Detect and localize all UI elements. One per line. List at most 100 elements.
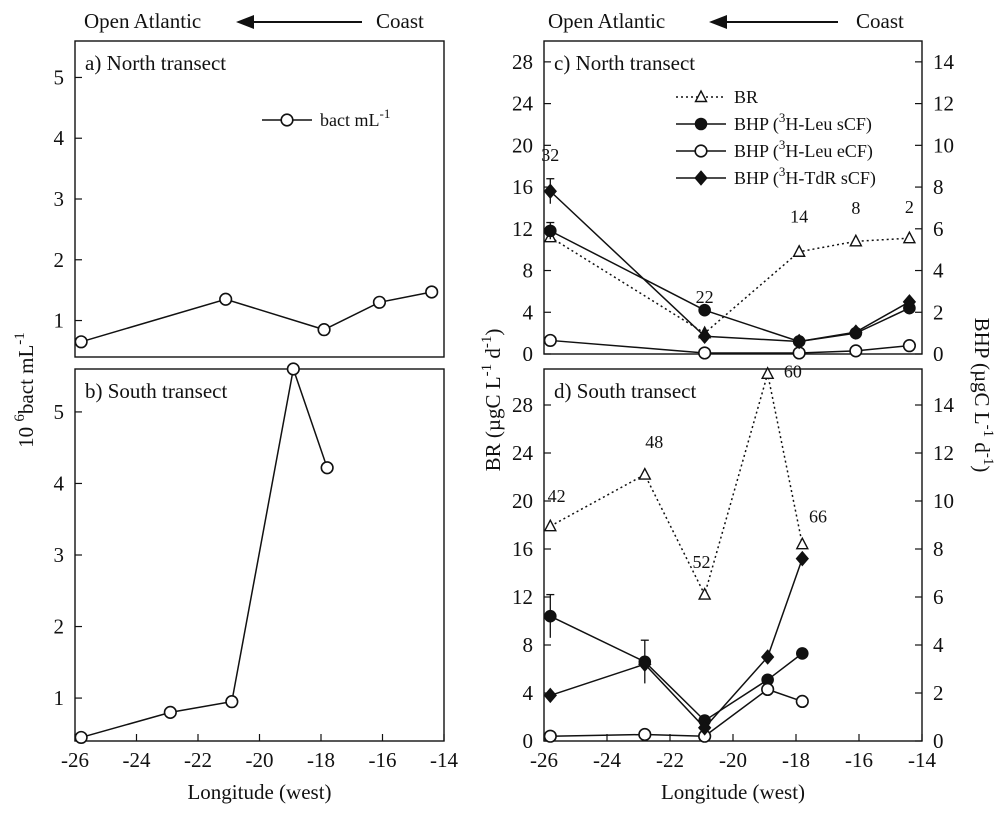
legend-label: BR <box>734 87 758 107</box>
data-point <box>219 292 233 306</box>
legend-label: BHP (3H-Leu eCF) <box>734 137 873 162</box>
y-tick-label: 16 <box>512 175 533 199</box>
legend-marker <box>694 117 708 131</box>
data-point <box>163 705 177 719</box>
series-bhp-3h-leu-ecf- <box>543 333 917 360</box>
series-br <box>543 366 809 600</box>
data-point <box>902 294 917 310</box>
panel-a: 1 2 3 4 5 a) North transect bact mL-1 <box>54 40 445 358</box>
x-tick-label: -24 <box>593 748 621 772</box>
panel-b: 1 2 3 4 5 -26 -24 -22 -20 -18 -16 -14 Longitude (wes… <box>54 362 458 804</box>
station-label: 52 <box>693 552 711 572</box>
station-label: 22 <box>696 287 714 307</box>
data-point <box>638 727 652 742</box>
data-point <box>317 323 331 337</box>
legend-item: bact mL-1 <box>262 106 390 130</box>
station-label: 66 <box>809 507 827 527</box>
y-tick-label: 5 <box>54 65 65 89</box>
y2-tick-label: 10 <box>933 133 954 157</box>
header-offshore-label: Open Atlantic <box>548 9 665 33</box>
x-tick-label: -16 <box>845 748 873 772</box>
legend-marker <box>694 89 708 103</box>
series-br <box>543 229 917 339</box>
y2-tick-label: 8 <box>933 537 944 561</box>
data-point <box>372 295 387 309</box>
y-tick-label: 4 <box>54 126 65 150</box>
data-point <box>425 285 439 299</box>
y-axis-label: 10 6bact mL-1 <box>12 332 38 448</box>
y2-tick-label: 4 <box>933 259 944 283</box>
series-line <box>80 366 328 739</box>
y2-tick-label: 12 <box>933 92 954 116</box>
data-point <box>792 244 806 257</box>
data-point <box>849 324 863 340</box>
data-point <box>795 550 809 567</box>
data-point <box>902 230 917 244</box>
data-point <box>543 518 557 532</box>
y-tick-label: 28 <box>512 50 533 74</box>
data-point <box>795 536 809 550</box>
y2-tick-label: 0 <box>933 342 944 366</box>
y2-tick-label: 14 <box>933 393 955 417</box>
legend-item: BHP (3H-Leu sCF) <box>676 110 872 135</box>
y2-tick-label: 0 <box>933 729 944 753</box>
series-bhp-3h-tdr-scf- <box>543 178 917 350</box>
series-bhp-3h-tdr-scf- <box>543 550 809 736</box>
y2-tick-label: 4 <box>933 633 944 657</box>
data-point <box>320 461 334 475</box>
x-tick-label: -26 <box>530 748 558 772</box>
arrow-head-icon <box>709 15 727 29</box>
x-tick-label: -20 <box>719 748 747 772</box>
x-tick-label: -18 <box>782 748 810 772</box>
legend-item: BHP (3H-Leu eCF) <box>676 137 873 162</box>
data-point <box>543 183 557 200</box>
x-tick-label: -14 <box>908 748 936 772</box>
y-tick-label: 3 <box>54 543 65 567</box>
x-tick-label: -16 <box>369 748 397 772</box>
station-label: 48 <box>645 432 663 452</box>
data-point <box>760 649 775 665</box>
y-tick-label: 24 <box>512 92 534 116</box>
data-point <box>638 656 652 672</box>
y2-tick-label: 10 <box>933 489 954 513</box>
header-coast-label: Coast <box>856 9 904 33</box>
data-point <box>225 695 239 709</box>
data-point <box>638 467 652 480</box>
header-offshore-label: Open Atlantic <box>84 9 201 33</box>
y-tick-label: 4 <box>523 681 534 705</box>
data-point <box>697 720 712 736</box>
y-tick-label: 2 <box>54 615 65 639</box>
header-coast-label: Coast <box>376 9 424 33</box>
y-tick-label: 24 <box>512 441 534 465</box>
data-point <box>792 333 806 350</box>
series-line <box>550 558 804 729</box>
x-axis-label: Longitude (west) <box>187 780 331 804</box>
data-point <box>849 344 863 358</box>
y-tick-label: 16 <box>512 537 533 561</box>
station-label: 42 <box>548 486 566 506</box>
data-point <box>697 587 712 600</box>
y-tick-label: 5 <box>54 400 65 424</box>
plot-frame <box>543 40 923 355</box>
x-axis-label: Longitude (west) <box>661 780 805 804</box>
y-tick-label: 3 <box>54 187 65 211</box>
data-point <box>796 647 809 660</box>
panel-title: a) North transect <box>85 51 226 75</box>
data-point <box>760 366 775 379</box>
x-tick-label: -22 <box>656 748 684 772</box>
data-point <box>698 303 711 317</box>
y-tick-label: 8 <box>523 633 534 657</box>
legend-item: BHP (3H-TdR sCF) <box>676 164 876 189</box>
data-point <box>544 224 557 238</box>
legend-label: bact mL-1 <box>320 106 390 130</box>
data-point <box>795 694 809 709</box>
data-point <box>543 729 557 743</box>
arrow-head-icon <box>236 15 254 29</box>
y2-axis-label: BHP (µgC L-1 d-1) <box>970 318 996 473</box>
y-tick-label: 1 <box>54 309 65 333</box>
x-tick-label: -14 <box>430 748 458 772</box>
data-point <box>74 730 88 745</box>
legend-item: BR <box>676 87 758 107</box>
